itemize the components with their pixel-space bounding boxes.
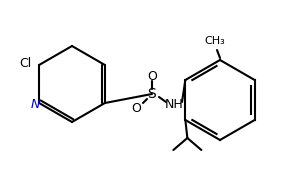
Text: Cl: Cl bbox=[19, 56, 31, 69]
Text: NH: NH bbox=[165, 98, 183, 110]
Text: O: O bbox=[147, 69, 157, 83]
Text: S: S bbox=[148, 87, 156, 101]
Text: N: N bbox=[30, 98, 40, 110]
Text: O: O bbox=[131, 101, 141, 115]
Text: CH₃: CH₃ bbox=[205, 36, 225, 46]
